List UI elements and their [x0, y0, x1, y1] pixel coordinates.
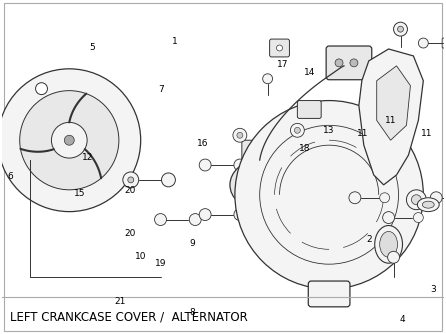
- Circle shape: [411, 195, 421, 205]
- Text: 19: 19: [155, 259, 167, 268]
- Text: 1: 1: [171, 37, 177, 46]
- Text: 6: 6: [8, 172, 13, 181]
- Text: 8: 8: [189, 308, 195, 317]
- Circle shape: [430, 192, 442, 204]
- Bar: [285, 195, 293, 202]
- Circle shape: [237, 132, 243, 138]
- Circle shape: [263, 74, 273, 84]
- Text: 20: 20: [124, 229, 136, 238]
- Text: 2: 2: [366, 235, 372, 244]
- Circle shape: [233, 128, 247, 142]
- Circle shape: [406, 190, 426, 210]
- Circle shape: [123, 172, 139, 188]
- FancyBboxPatch shape: [270, 39, 289, 57]
- Circle shape: [393, 22, 408, 36]
- Bar: [285, 205, 293, 212]
- Circle shape: [290, 123, 304, 137]
- Circle shape: [155, 214, 166, 225]
- Circle shape: [234, 159, 246, 171]
- Circle shape: [349, 192, 361, 204]
- Circle shape: [380, 193, 390, 203]
- Circle shape: [36, 83, 47, 95]
- Ellipse shape: [380, 231, 397, 257]
- Text: 12: 12: [83, 153, 94, 162]
- FancyBboxPatch shape: [326, 46, 372, 80]
- Ellipse shape: [230, 160, 289, 210]
- Text: 7: 7: [158, 85, 164, 94]
- Circle shape: [64, 135, 74, 145]
- FancyBboxPatch shape: [297, 101, 321, 119]
- Text: 15: 15: [74, 189, 85, 198]
- Circle shape: [418, 38, 428, 48]
- Circle shape: [199, 159, 211, 171]
- Text: 18: 18: [299, 144, 310, 153]
- FancyBboxPatch shape: [245, 204, 276, 224]
- FancyBboxPatch shape: [442, 38, 446, 48]
- Circle shape: [294, 127, 300, 133]
- Text: 11: 11: [385, 116, 397, 125]
- Ellipse shape: [422, 201, 434, 208]
- Text: 20: 20: [124, 186, 136, 195]
- Circle shape: [51, 122, 87, 158]
- Circle shape: [20, 91, 119, 190]
- Bar: [285, 185, 293, 192]
- Circle shape: [350, 59, 358, 67]
- Text: 11: 11: [421, 129, 432, 138]
- Ellipse shape: [417, 198, 439, 212]
- Circle shape: [335, 59, 343, 67]
- Circle shape: [397, 26, 404, 32]
- Text: LEFT CRANKCASE COVER /  ALTERNATOR: LEFT CRANKCASE COVER / ALTERNATOR: [10, 310, 248, 323]
- Text: 5: 5: [90, 43, 95, 52]
- Bar: [285, 175, 293, 182]
- Circle shape: [383, 212, 395, 223]
- Text: 17: 17: [277, 60, 289, 69]
- Text: 11: 11: [356, 129, 368, 138]
- Text: 3: 3: [430, 285, 436, 294]
- Text: 9: 9: [189, 239, 195, 248]
- Text: 10: 10: [136, 252, 147, 261]
- Text: 4: 4: [399, 315, 405, 324]
- Polygon shape: [377, 66, 410, 140]
- Polygon shape: [359, 49, 423, 185]
- Text: 16: 16: [197, 139, 209, 148]
- Circle shape: [161, 173, 175, 187]
- Circle shape: [189, 214, 201, 225]
- Circle shape: [413, 213, 423, 222]
- Circle shape: [277, 45, 282, 51]
- Circle shape: [128, 177, 134, 183]
- Circle shape: [234, 209, 246, 220]
- Circle shape: [0, 69, 140, 212]
- Circle shape: [235, 101, 423, 289]
- Text: 13: 13: [323, 126, 335, 135]
- FancyBboxPatch shape: [308, 281, 350, 307]
- Text: 21: 21: [114, 297, 126, 306]
- Ellipse shape: [375, 225, 402, 263]
- Circle shape: [199, 209, 211, 220]
- Bar: [285, 165, 293, 172]
- FancyBboxPatch shape: [242, 140, 277, 164]
- Text: 14: 14: [304, 68, 315, 77]
- Circle shape: [388, 251, 400, 263]
